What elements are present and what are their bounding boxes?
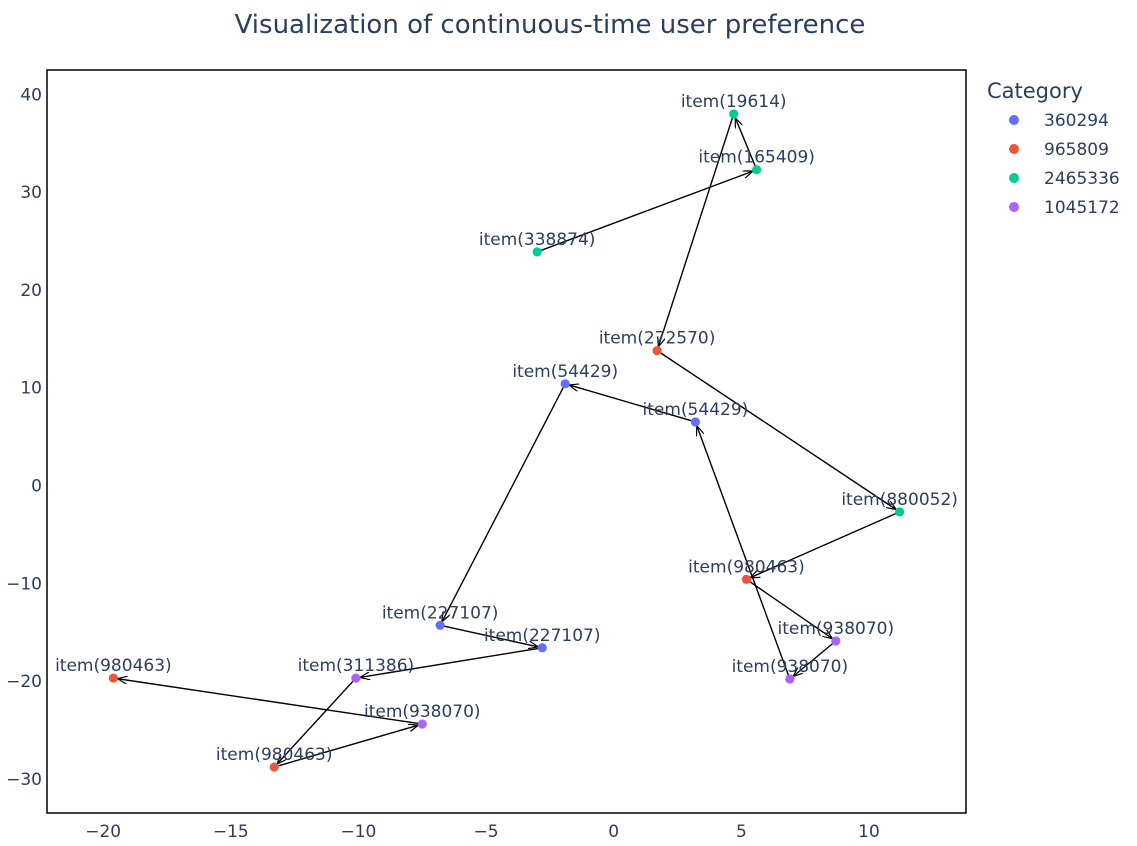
legend-marker bbox=[1009, 115, 1019, 125]
data-point bbox=[895, 507, 905, 517]
y-axis: −30 −20 −10 0 10 20 30 40 bbox=[6, 85, 42, 789]
point-label: item(880052) bbox=[841, 490, 958, 510]
y-tick-label: −10 bbox=[6, 574, 42, 594]
trajectory-arrow bbox=[570, 385, 693, 422]
data-point bbox=[108, 673, 118, 683]
point-label: item(54429) bbox=[643, 400, 749, 420]
data-point bbox=[560, 379, 570, 389]
point-label: item(338874) bbox=[479, 230, 596, 250]
x-tick-label: 0 bbox=[608, 822, 619, 842]
trajectory-arrow bbox=[751, 512, 898, 577]
point-label: item(272570) bbox=[599, 329, 716, 349]
trajectory-arrow bbox=[697, 427, 790, 677]
point-label: item(19614) bbox=[681, 92, 787, 112]
point-label: item(165409) bbox=[698, 148, 815, 168]
legend: Category 360294 965809 2465336 1045172 bbox=[987, 79, 1120, 218]
trajectory-arrow bbox=[361, 647, 540, 677]
legend-marker bbox=[1009, 173, 1019, 183]
legend-marker bbox=[1009, 144, 1019, 154]
point-label: item(227107) bbox=[382, 603, 499, 623]
data-point bbox=[652, 345, 662, 356]
point-label: item(938070) bbox=[732, 657, 849, 677]
data-point bbox=[417, 719, 427, 729]
y-tick-label: 30 bbox=[20, 183, 42, 203]
data-point bbox=[752, 165, 762, 175]
trajectory-arrow bbox=[442, 386, 565, 620]
y-tick-label: 40 bbox=[20, 85, 42, 105]
data-point bbox=[269, 762, 279, 772]
data-point bbox=[690, 417, 701, 427]
y-tick-label: −30 bbox=[6, 770, 42, 790]
point-label: item(311386) bbox=[298, 656, 415, 676]
x-tick-label: −5 bbox=[474, 822, 499, 842]
x-tick-label: −20 bbox=[85, 822, 121, 842]
trajectory-arrows bbox=[118, 116, 898, 767]
x-tick-label: 10 bbox=[858, 822, 880, 842]
point-label: item(54429) bbox=[512, 362, 618, 382]
chart-title: Visualization of continuous-time user pr… bbox=[235, 10, 866, 40]
trajectory-arrow bbox=[736, 119, 757, 168]
point-label: item(980463) bbox=[688, 557, 805, 577]
point-label: item(938070) bbox=[778, 619, 895, 639]
data-point bbox=[785, 674, 795, 684]
legend-entry: 2465336 bbox=[1044, 169, 1120, 189]
trajectory-arrow bbox=[539, 171, 752, 252]
legend-entry: 965809 bbox=[1044, 140, 1109, 160]
point-label: item(227107) bbox=[484, 626, 601, 646]
y-tick-label: 10 bbox=[20, 379, 42, 399]
point-label: item(980463) bbox=[55, 656, 172, 676]
y-tick-label: 0 bbox=[31, 476, 42, 496]
data-point bbox=[729, 109, 739, 119]
legend-entry: 1045172 bbox=[1044, 198, 1120, 218]
point-label: item(938070) bbox=[364, 702, 481, 722]
data-point bbox=[435, 620, 445, 630]
data-point bbox=[537, 643, 547, 653]
legend-title: Category bbox=[987, 79, 1083, 103]
trajectory-arrow bbox=[278, 679, 355, 763]
legend-entry: 360294 bbox=[1044, 111, 1109, 131]
data-point bbox=[741, 574, 752, 584]
y-tick-label: −20 bbox=[6, 672, 42, 692]
data-point bbox=[532, 247, 542, 257]
trajectory-arrow bbox=[659, 351, 896, 509]
trajectory-arrow bbox=[276, 725, 417, 767]
x-tick-label: −15 bbox=[213, 822, 249, 842]
data-point bbox=[831, 636, 841, 646]
y-tick-label: 20 bbox=[20, 281, 42, 301]
point-labels: item(338874) item(165409) item(19614) item(… bbox=[55, 92, 958, 765]
trajectory-arrow bbox=[659, 116, 734, 346]
trajectory-arrow bbox=[794, 642, 834, 676]
x-axis: −20 −15 −10 −5 0 5 10 bbox=[85, 822, 880, 842]
x-tick-label: −10 bbox=[340, 822, 376, 842]
legend-marker bbox=[1009, 202, 1019, 212]
trajectory-arrow bbox=[118, 679, 420, 725]
trajectory-arrow bbox=[748, 580, 832, 638]
data-points bbox=[108, 109, 905, 772]
trajectory-arrow bbox=[442, 625, 537, 647]
plot-area bbox=[46, 69, 967, 814]
x-tick-label: 5 bbox=[736, 822, 747, 842]
data-point bbox=[351, 673, 361, 683]
point-label: item(980463) bbox=[216, 745, 333, 765]
